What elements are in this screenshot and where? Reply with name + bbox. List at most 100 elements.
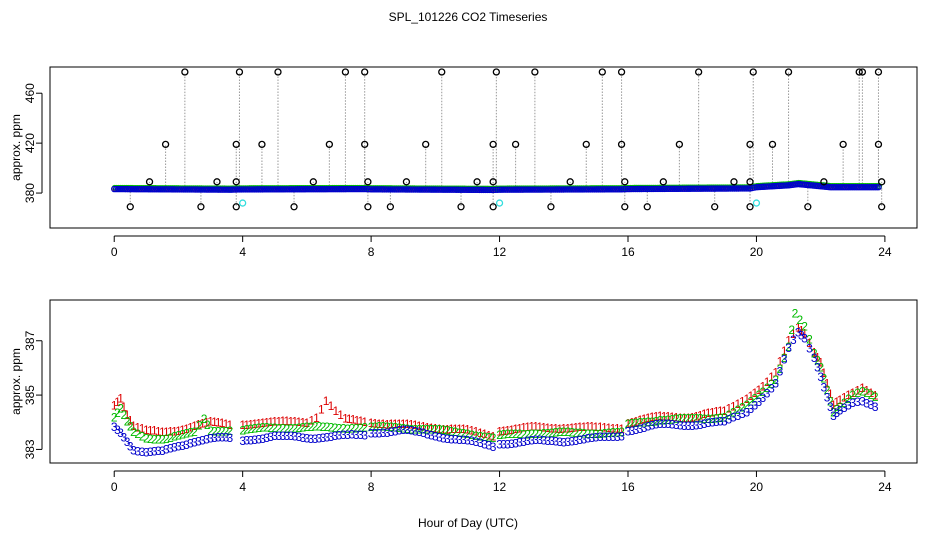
series-3-marker: 3 [824,391,831,405]
baseline-blue-point [494,186,501,193]
series-2-marker: 2 [747,394,754,408]
baseline-blue-point [398,186,406,193]
series-1-marker: 1 [460,422,467,436]
baseline-blue-point [381,186,388,193]
baseline-blue-point [704,185,711,192]
baseline-blue-point [616,186,623,193]
series-1-marker: 1 [801,327,808,341]
baseline-blue-point [361,185,368,193]
series-3-marker: 3 [572,434,579,448]
series-2-marker: 2 [259,421,266,435]
series-2-marker: 2 [130,425,137,439]
series-2-marker: 2 [111,410,118,424]
series-1-marker: 1 [428,421,435,435]
series-3-marker: 3 [175,440,182,454]
series-3-marker: 3 [199,434,206,448]
baseline-blue-point [542,186,550,193]
series-2-marker: 2 [372,420,379,434]
series-1-marker: 1 [408,418,415,432]
series-3-marker: 3 [372,426,379,440]
chart-title: SPL_101226 CO2 Timeseries [389,10,548,24]
baseline-blue-point [562,186,569,193]
baseline-blue-point [715,185,723,192]
series-2-marker: 2 [540,427,547,441]
series-2-marker: 2 [353,421,360,435]
top-y-tick-label: 380 [23,183,37,203]
baseline-blue-point [357,185,365,193]
series-1-marker: 1 [121,400,128,414]
series-3-marker: 3 [528,433,535,447]
series-2-marker: 2 [287,422,294,436]
series-1-marker: 1 [597,420,604,434]
series-1-marker: 1 [468,423,475,437]
baseline-blue-point [359,185,366,193]
baseline-blue-point [533,186,540,193]
series-3-marker: 3 [681,419,688,433]
series-3-marker: 3 [801,332,808,346]
baseline-blue-point [595,186,602,193]
spike-point [874,140,883,149]
series-3-marker: 3 [251,433,258,447]
series-3-marker: 3 [287,429,294,443]
series-1-marker: 1 [743,392,750,406]
baseline-blue-point [636,185,643,193]
series-3-marker: 3 [187,437,194,451]
series-3-marker: 3 [147,445,154,459]
series-3-marker: 3 [556,435,563,449]
series-2-marker: 2 [159,433,166,447]
series-2-marker: 2 [134,427,141,441]
series-3-marker: 3 [396,424,403,438]
series-2-marker: 2 [151,432,158,446]
baseline-blue-point [604,186,612,193]
series-2-marker: 2 [328,421,335,435]
series-1-marker: 1 [605,421,612,435]
series-2-marker: 2 [739,400,746,414]
series-1-marker: 1 [332,404,339,418]
series-1-marker: 1 [532,420,539,434]
spike-point [489,178,497,186]
series-3-marker: 3 [693,418,700,432]
series-1-marker: 1 [342,412,349,426]
spike-point [386,203,395,211]
series-2-marker: 2 [201,412,208,426]
series-1-marker: 1 [323,394,330,408]
series-1-marker: 1 [207,414,214,428]
series-1-marker: 1 [730,399,737,413]
series-3-marker: 3 [721,414,728,428]
bottom-x-tick-label: 8 [368,480,375,494]
baseline-blue-point [476,186,483,194]
baseline-blue-point [517,186,525,193]
series-2-marker: 2 [279,422,286,436]
series-1-marker: 1 [147,423,154,437]
spike-point [181,68,189,76]
spike-point [473,178,481,186]
series-1-marker: 1 [781,344,788,358]
series-3-marker: 3 [283,429,290,443]
series-2-marker: 2 [751,391,758,405]
spike-point [855,68,863,76]
spike-point [422,140,430,149]
series-2-marker: 2 [734,403,741,417]
series-2-marker: 2 [127,420,134,434]
baseline-blue-point [680,185,688,192]
series-3-marker: 3 [817,370,824,384]
spike-point [878,203,886,211]
series-3-marker: 3 [404,423,411,437]
series-3-marker: 3 [392,425,399,439]
baseline-blue-point [527,186,534,193]
series-1-marker: 1 [645,411,652,425]
series-1-marker: 1 [251,417,258,431]
series-3-marker: 3 [481,437,488,451]
top-x-tick-label: 12 [493,245,507,259]
baseline-blue-point [646,185,653,193]
bottom-x-tick-label: 12 [493,480,507,494]
series-1-marker: 1 [734,397,741,411]
spike-point [126,203,134,211]
series-1-marker: 1 [747,389,754,403]
baseline-blue-point [679,185,686,192]
baseline-blue-point [500,186,507,193]
baseline-blue-point [577,186,585,193]
series-3-marker: 3 [134,444,141,458]
